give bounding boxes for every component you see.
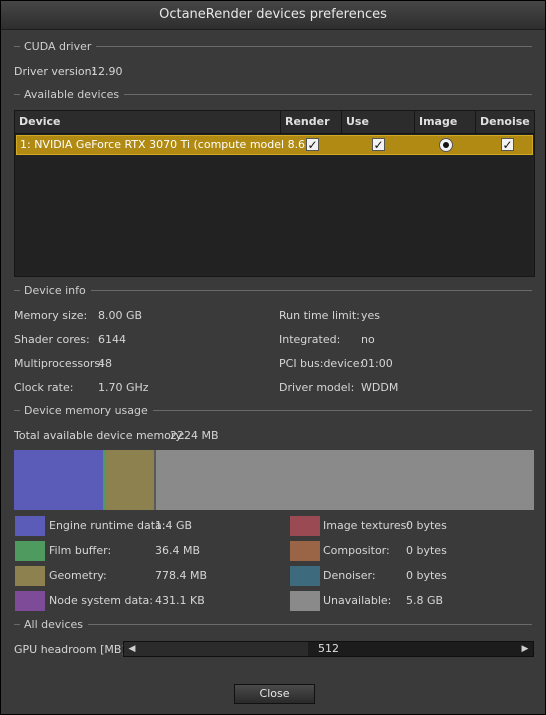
legend-node-system-value: 431.1 KB [155,594,205,607]
legend-engine-runtime-swatch [15,516,45,536]
legend-unavailable-value: 5.8 GB [406,594,444,607]
legend-unavailable-swatch [290,591,320,611]
col-device[interactable]: Device [15,111,281,133]
legend-engine-runtime-label: Engine runtime data: [49,519,166,532]
memory-size-value: 8.00 GB [98,309,143,322]
col-denoise[interactable]: Denoise [480,115,530,128]
driver-model-value: WDDM [361,381,399,394]
clock-rate-label: Clock rate: [14,381,74,394]
run-time-limit-label: Run time limit: [279,309,360,322]
integrated-value: no [361,333,375,346]
driver-version-value: 12.90 [91,65,123,78]
legend-engine-runtime-value: 1.4 GB [155,519,193,532]
driver-model-label: Driver model: [279,381,355,394]
legend-denoiser-swatch [290,566,320,586]
legend-geometry-value: 778.4 MB [155,569,208,582]
render-checkbox[interactable]: ✓ [306,138,319,152]
pci-bus-label: PCI bus:device: [279,357,364,370]
legend-denoiser-label: Denoiser: [323,569,376,582]
legend-denoiser-value: 0 bytes [406,569,447,582]
device-name: 1: NVIDIA GeForce RTX 3070 Ti (compute m… [20,138,310,151]
legend-image-textures-swatch [290,516,320,536]
all-devices-label: All devices [24,617,83,631]
shader-cores-value: 6144 [98,333,126,346]
shader-cores-label: Shader cores: [14,333,90,346]
legend-node-system-label: Node system data: [49,594,153,607]
segment-film-buffer [103,450,105,510]
slider-fill [124,642,309,656]
slider-decrease-arrow[interactable]: ◀ [128,644,136,654]
available-devices-label: Available devices [24,87,120,101]
memory-size-label: Memory size: [14,309,88,322]
driver-version-label: Driver version: [14,65,96,78]
legend-image-textures-label: Image textures: [323,519,411,532]
legend-node-system-swatch [15,591,45,611]
memory-usage-bar [14,450,534,510]
legend-image-textures-value: 0 bytes [406,519,447,532]
segment-geometry [105,450,154,510]
image-radio[interactable] [439,138,453,152]
device-info-header: Device info [14,283,532,297]
legend-compositor-value: 0 bytes [406,544,447,557]
multiprocessors-label: Multiprocessors: [14,357,104,370]
integrated-label: Integrated: [279,333,341,346]
memory-usage-label: Device memory usage [24,403,148,417]
device-info-label: Device info [24,283,86,297]
use-priority-checkbox[interactable]: ✓ [372,138,385,152]
legend-film-buffer-swatch [15,541,45,561]
total-memory-label: Total available device memory: [14,429,185,442]
gpu-headroom-label: GPU headroom [MB]: [14,643,130,656]
gpu-headroom-slider[interactable]: ◀ 512 ▶ [123,641,534,657]
legend-geometry-label: Geometry: [49,569,107,582]
devices-table: Device Render Use priority Image Denoise… [14,110,535,277]
legend-film-buffer-value: 36.4 MB [155,544,201,557]
run-time-limit-value: yes [361,309,381,322]
device-row[interactable]: 1: NVIDIA GeForce RTX 3070 Ti (compute m… [16,135,533,155]
segment-node-system [154,450,156,510]
col-render[interactable]: Render [281,111,342,133]
close-button[interactable]: Close [234,684,315,704]
cuda-driver-header: CUDA driver [14,39,532,53]
col-image[interactable]: Image [415,111,476,133]
slider-increase-arrow[interactable]: ▶ [521,644,529,654]
available-devices-header: Available devices [14,87,532,101]
legend-compositor-swatch [290,541,320,561]
segment-engine-runtime [14,450,103,510]
legend-unavailable-label: Unavailable: [323,594,392,607]
legend-film-buffer-label: Film buffer: [49,544,112,557]
legend-compositor-label: Compositor: [323,544,390,557]
total-memory-value: 2224 MB [170,429,219,442]
memory-usage-header: Device memory usage [14,403,532,417]
devices-table-header: Device Render Use priority Image Denoise [15,111,534,150]
multiprocessors-value: 48 [98,357,112,370]
pci-bus-value: 01:00 [361,357,393,370]
col-use-priority[interactable]: Use priority [342,111,415,150]
gpu-headroom-value: 512 [318,642,339,655]
all-devices-header: All devices [14,617,532,631]
window-title: OctaneRender devices preferences [1,1,545,30]
denoise-checkbox[interactable]: ✓ [501,138,514,152]
cuda-header-label: CUDA driver [24,39,92,53]
legend-geometry-swatch [15,566,45,586]
clock-rate-value: 1.70 GHz [98,381,149,394]
